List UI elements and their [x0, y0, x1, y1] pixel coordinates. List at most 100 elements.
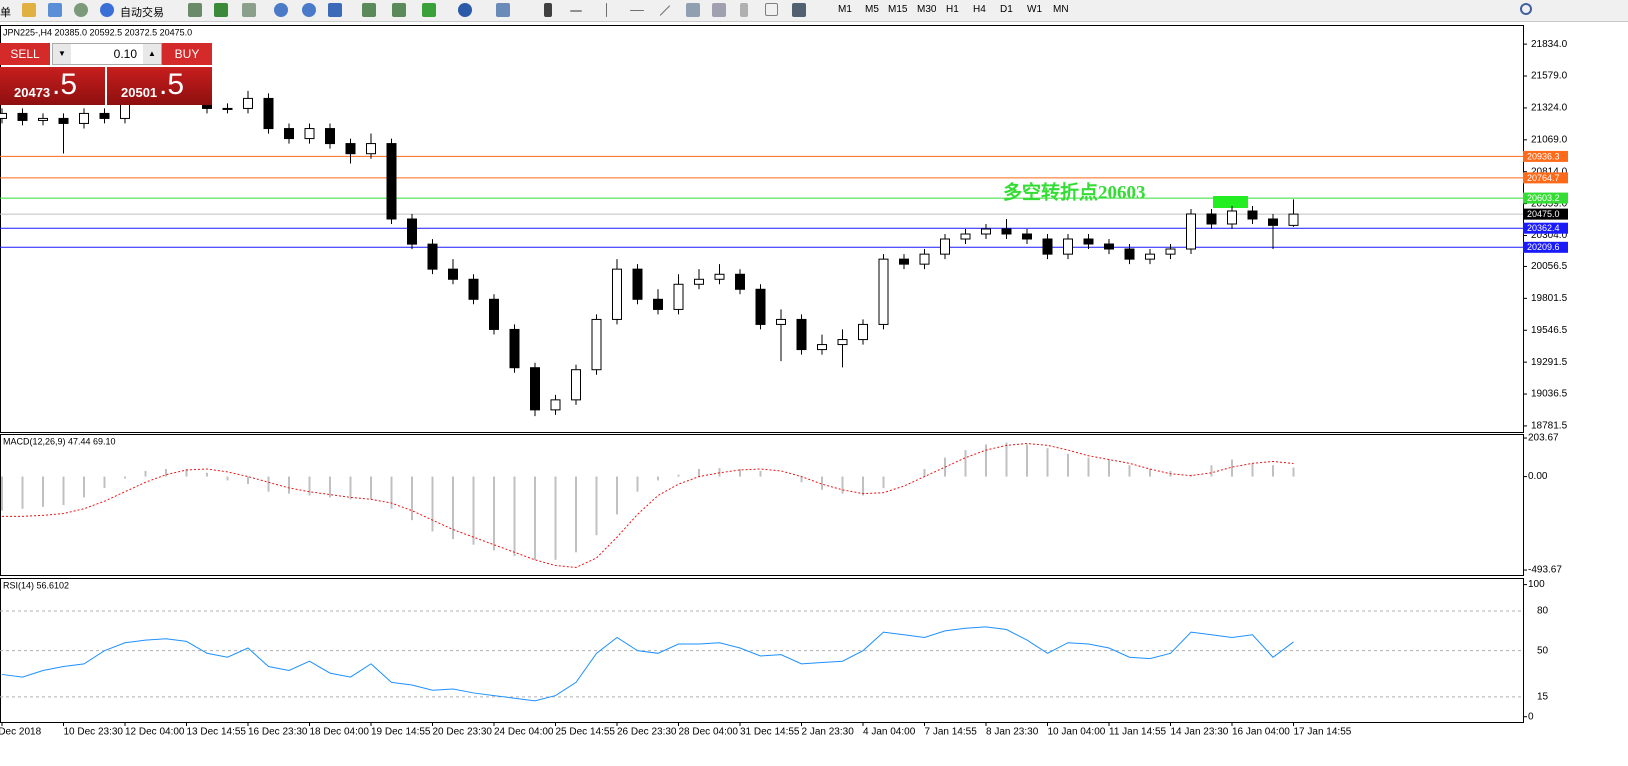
icon[interactable]: [659, 5, 671, 16]
icon[interactable]: [740, 3, 748, 17]
icon[interactable]: [630, 10, 644, 11]
menu-text[interactable]: 单: [0, 7, 11, 19]
timeframe[interactable]: D1: [1000, 4, 1013, 15]
y-tick-label: 21579.0: [1531, 71, 1568, 82]
timeframe[interactable]: M30: [917, 4, 937, 15]
buy-price[interactable]: 20501 .5: [107, 67, 212, 105]
y-tick-label: 20056.5: [1531, 261, 1568, 272]
timeframe[interactable]: H1: [946, 4, 959, 15]
candle-body: [284, 128, 294, 140]
icon[interactable]: [712, 3, 726, 17]
candle-body: [448, 268, 458, 280]
icon[interactable]: [686, 3, 700, 17]
candle-body: [1268, 218, 1278, 226]
candle-body: [735, 273, 745, 290]
candle-body: [878, 258, 889, 325]
candle-body: [858, 323, 868, 341]
timeframe[interactable]: H4: [973, 4, 986, 15]
icon[interactable]: [302, 3, 316, 17]
trade-panel: SELL ▼ ▲ 0.10 BUY 20473 .5 20501 .5: [0, 43, 212, 106]
candle-body: [0, 112, 7, 119]
y-tick-label: -493.67: [1528, 565, 1562, 576]
timeframe[interactable]: MN: [1053, 4, 1069, 15]
price-level-box: [1523, 222, 1568, 234]
price-level-box: [1523, 192, 1568, 204]
candle-body: [940, 238, 950, 255]
candle-body: [263, 97, 274, 130]
candle-body: [591, 318, 602, 371]
icon[interactable]: [544, 3, 552, 17]
panel-title: JPN225-,H4 20385.0 20592.5 20372.5 20475…: [3, 27, 192, 37]
candle-body: [427, 243, 438, 270]
y-tick-label: 20304.0: [1531, 230, 1568, 241]
candle-body: [1104, 243, 1114, 250]
x-tick-label: 16 Dec 23:30: [248, 727, 308, 738]
icon[interactable]: [74, 3, 88, 17]
lot-down[interactable]: ▼: [53, 44, 71, 64]
buy-price-fraction: .5: [159, 68, 185, 101]
candle-body: [653, 298, 663, 310]
sell-button[interactable]: SELL: [0, 43, 50, 65]
x-tick-label: 31 Dec 14:55: [740, 727, 800, 738]
icon[interactable]: [242, 3, 256, 17]
icon[interactable]: [458, 3, 472, 17]
candle-body: [489, 298, 499, 330]
x-tick-label: 17 Jan 14:55: [1294, 727, 1352, 738]
y-tick-label: 20559.0: [1531, 198, 1568, 209]
price-level-box: [1523, 241, 1568, 253]
y-tick-label: 21069.0: [1531, 134, 1568, 145]
sell-price[interactable]: 20473 .5: [0, 67, 105, 105]
candle-body: [509, 328, 520, 369]
lot-up[interactable]: ▲: [143, 44, 161, 64]
icon[interactable]: [22, 3, 36, 17]
candle-body: [817, 344, 827, 351]
icon[interactable]: [328, 3, 342, 17]
candle-body: [694, 278, 704, 285]
icon[interactable]: [606, 3, 607, 17]
candle-body: [632, 268, 643, 300]
icon[interactable]: [392, 3, 406, 17]
timeframe[interactable]: M1: [838, 4, 852, 15]
candle-body: [796, 318, 807, 351]
panel-title: RSI(14) 56.6102: [3, 580, 69, 590]
lot-input[interactable]: ▼ ▲ 0.10: [52, 43, 162, 65]
search-icon[interactable]: [1520, 3, 1532, 15]
icon[interactable]: [765, 3, 778, 16]
x-tick-label: 19 Dec 14:55: [371, 727, 431, 738]
candle-body: [468, 278, 479, 300]
timeframe[interactable]: M5: [865, 4, 879, 15]
icon[interactable]: [362, 3, 376, 17]
price-level-box: [1523, 172, 1568, 184]
icon[interactable]: [496, 3, 510, 17]
bid-label: 20475.0: [1527, 209, 1560, 219]
price-level-label: 20936.3: [1527, 151, 1560, 161]
auto-trade[interactable]: 自动交易: [120, 7, 164, 19]
timeframe[interactable]: W1: [1027, 4, 1042, 15]
icon[interactable]: [422, 3, 436, 17]
candle-body: [1206, 213, 1217, 225]
candle-body: [1063, 238, 1073, 255]
buy-button[interactable]: BUY: [162, 43, 212, 65]
sell-price-fraction: .5: [52, 68, 78, 101]
price-level-label: 20764.7: [1527, 173, 1560, 183]
icon[interactable]: [100, 3, 114, 17]
icon[interactable]: [188, 3, 202, 17]
rsi-line: [1, 626, 1294, 702]
timeframe[interactable]: M15: [888, 4, 908, 15]
icon[interactable]: [570, 10, 582, 12]
y-tick-label: 21324.0: [1531, 103, 1568, 114]
icon[interactable]: [792, 3, 806, 17]
candle-body: [38, 117, 48, 121]
y-tick-label: 0: [1528, 711, 1534, 722]
icon[interactable]: [48, 3, 62, 17]
toolbar: 单 自动交易 M1 M5 M15 M30 H1 H4 D1 W1 MN: [0, 0, 1628, 22]
icon[interactable]: [274, 3, 288, 17]
candle-body: [837, 339, 848, 346]
icon[interactable]: [214, 3, 228, 17]
candle-body: [1022, 233, 1032, 240]
candle-body: [714, 273, 725, 280]
y-tick-label: 19801.5: [1531, 293, 1568, 304]
candle-body: [1083, 238, 1094, 245]
x-tick-label: 7 Jan 14:55: [925, 727, 978, 738]
